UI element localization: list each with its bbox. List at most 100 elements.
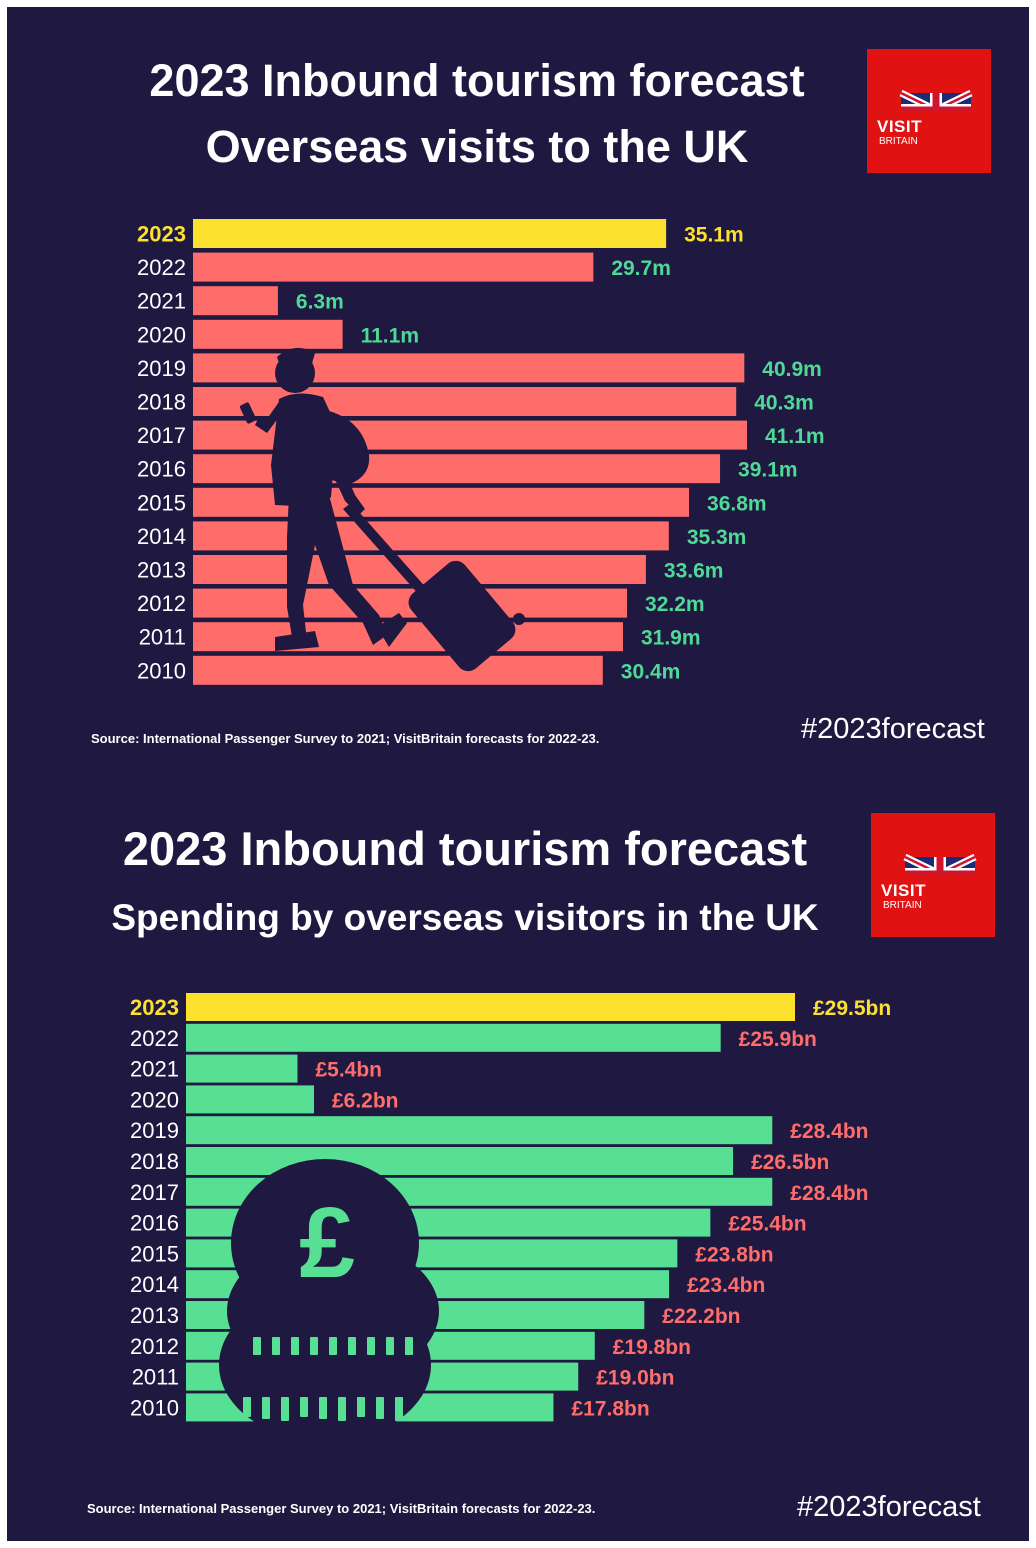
- value-label-2012: 32.2m: [645, 593, 705, 616]
- traveller-with-suitcase-icon: [239, 347, 525, 672]
- category-label-2017: 2017: [130, 1180, 179, 1205]
- spending-hashtag: #2023forecast: [797, 1491, 981, 1523]
- value-label-2017: 41.1m: [765, 425, 825, 448]
- bar-2013: [193, 555, 646, 584]
- category-label-2011: 2011: [132, 1365, 179, 1390]
- value-label-2020: £6.2bn: [332, 1089, 399, 1112]
- category-label-2013: 2013: [137, 558, 186, 583]
- labels-group: 2023 £29.5bn 2022 £25.9bn 2021 £5.4bn 2020 £6.2…: [130, 995, 891, 1420]
- phone: [239, 402, 257, 424]
- category-label-2014: 2014: [137, 524, 186, 549]
- visits-source-note: Source: International Passenger Survey t…: [91, 731, 600, 746]
- spending-bar-chart: £2023 £29.5bn 2022 £25.9bn 2021 £5.4bn 2020 £6.…: [130, 993, 891, 1441]
- value-label-2010: 30.4m: [621, 660, 681, 683]
- logo-visit-text: VISIT: [877, 117, 923, 136]
- bar-2020: [186, 1085, 314, 1114]
- category-label-2020: 2020: [130, 1087, 179, 1112]
- category-label-2014: 2014: [130, 1272, 179, 1297]
- value-label-2022: £25.9bn: [739, 1028, 817, 1051]
- bar-2022: [186, 1023, 721, 1052]
- category-label-2013: 2013: [130, 1303, 179, 1328]
- spending-title: 2023 Inbound tourism forecast: [122, 822, 808, 875]
- infographic-frame: 2023 Inbound tourism forecast Overseas v…: [7, 7, 1029, 1541]
- bar-2022: [193, 252, 594, 282]
- bar-2018: [186, 1147, 734, 1175]
- bar-2015: [193, 487, 690, 517]
- category-label-2019: 2019: [137, 356, 186, 381]
- category-label-2010: 2010: [130, 1395, 179, 1420]
- spending-source-note: Source: International Passenger Survey t…: [87, 1501, 596, 1516]
- category-label-2016: 2016: [137, 457, 186, 482]
- value-label-2018: 40.3m: [754, 392, 814, 415]
- category-label-2019: 2019: [130, 1118, 179, 1143]
- value-label-2016: 39.1m: [738, 459, 798, 482]
- category-label-2020: 2020: [137, 322, 186, 347]
- value-label-2023: 35.1m: [684, 224, 744, 247]
- pound-sign-icon: £: [299, 1187, 355, 1299]
- category-label-2012: 2012: [130, 1334, 179, 1359]
- visits-title: 2023 Inbound tourism forecast: [149, 55, 805, 106]
- value-label-2015: 36.8m: [707, 492, 767, 515]
- bar-2014: [193, 521, 669, 551]
- visitbritain-logo-2: VISIT BRITAIN: [871, 813, 995, 937]
- category-label-2015: 2015: [137, 490, 186, 515]
- value-label-2014: £23.4bn: [687, 1274, 765, 1297]
- category-label-2017: 2017: [137, 423, 186, 448]
- bar-2019: [186, 1116, 773, 1145]
- value-label-2021: 6.3m: [296, 291, 344, 314]
- logo-britain-text-2: BRITAIN: [883, 900, 922, 911]
- bar-2021: [186, 1054, 298, 1083]
- traveller-arm: [255, 399, 285, 433]
- bar-2011: [193, 622, 623, 652]
- category-label-2018: 2018: [137, 390, 186, 415]
- logo-visit-text-2: VISIT: [881, 881, 927, 900]
- union-flag-icon: [867, 89, 991, 149]
- value-label-2023: £29.5bn: [813, 997, 891, 1020]
- category-label-2015: 2015: [130, 1241, 179, 1266]
- visits-hashtag: #2023forecast: [801, 713, 985, 745]
- bar-2021: [193, 286, 278, 316]
- traveller-legs: [287, 495, 387, 645]
- value-label-2011: 31.9m: [641, 627, 701, 650]
- bar-2023: [193, 219, 667, 248]
- union-flag-icon-2: [871, 853, 995, 913]
- visitbritain-logo: VISIT BRITAIN: [867, 49, 991, 173]
- value-label-2013: 33.6m: [664, 560, 724, 583]
- value-label-2013: £22.2bn: [662, 1305, 740, 1328]
- visits-bar-chart: 2023 35.1m 2022 29.7m 2021 6.3m 2020 11.1m 2019 4…: [137, 219, 825, 685]
- labels-group: 2023 35.1m 2022 29.7m 2021 6.3m 2020 11.1m 2019 4…: [137, 222, 825, 684]
- category-label-2022: 2022: [137, 255, 186, 280]
- visits-subtitle: Overseas visits to the UK: [205, 121, 749, 172]
- suitcase-handle: [343, 503, 429, 597]
- value-label-2017: £28.4bn: [790, 1182, 868, 1205]
- pound-coins-icon: £: [219, 1159, 439, 1441]
- value-label-2019: £28.4bn: [790, 1120, 868, 1143]
- category-label-2018: 2018: [130, 1149, 179, 1174]
- bar-2020: [193, 319, 343, 349]
- spending-panel: 2023 Inbound tourism forecast Spending b…: [7, 777, 1029, 1541]
- value-label-2015: £23.8bn: [695, 1243, 773, 1266]
- category-label-2010: 2010: [137, 658, 186, 683]
- logo-britain-text: BRITAIN: [879, 136, 918, 147]
- category-label-2016: 2016: [130, 1211, 179, 1236]
- category-label-2023: 2023: [137, 222, 186, 247]
- value-label-2016: £25.4bn: [728, 1213, 806, 1236]
- value-label-2019: 40.9m: [762, 358, 822, 381]
- traveller-torso: [271, 393, 337, 507]
- bar-2023: [186, 993, 795, 1021]
- value-label-2021: £5.4bn: [315, 1059, 382, 1082]
- category-label-2022: 2022: [130, 1026, 179, 1051]
- value-label-2014: 35.3m: [687, 526, 747, 549]
- spending-subtitle: Spending by overseas visitors in the UK: [111, 897, 819, 938]
- bar-2010: [193, 655, 603, 685]
- category-label-2011: 2011: [139, 625, 186, 650]
- coin-top: [231, 1159, 419, 1327]
- category-label-2021: 2021: [137, 289, 186, 314]
- value-label-2018: £26.5bn: [751, 1151, 829, 1174]
- visits-panel: 2023 Inbound tourism forecast Overseas v…: [7, 7, 1029, 777]
- value-label-2012: £19.8bn: [613, 1336, 691, 1359]
- category-label-2012: 2012: [137, 591, 186, 616]
- value-label-2022: 29.7m: [611, 257, 671, 280]
- category-label-2023: 2023: [130, 995, 179, 1020]
- value-label-2011: £19.0bn: [596, 1367, 674, 1390]
